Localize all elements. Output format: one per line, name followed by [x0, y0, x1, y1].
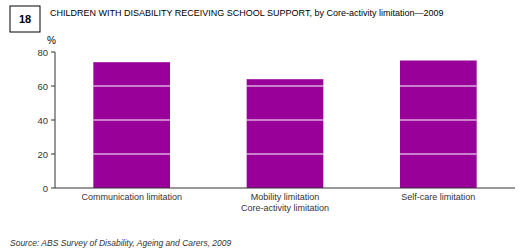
bar-segment-line	[247, 86, 324, 87]
chart-number: 18	[19, 13, 31, 25]
x-tick-label-line: Communication limitation	[81, 192, 182, 202]
bars	[93, 61, 476, 189]
chart: 18 Source: ABS Survey of Disability, Agei…	[0, 0, 529, 252]
x-tick-label-line: Mobility limitation	[251, 192, 320, 202]
y-tick	[51, 154, 55, 155]
x-axis-line	[55, 188, 515, 189]
y-tick-label: 20	[37, 149, 48, 160]
bar-segment-line	[247, 120, 324, 121]
bar-segment-line	[247, 154, 324, 155]
y-tick-label: 40	[37, 115, 48, 126]
bar	[400, 61, 477, 189]
x-tick-label: Communication limitation	[81, 192, 182, 202]
y-tick	[51, 120, 55, 121]
x-tick-label: Mobility limitationCore-activity limitat…	[241, 192, 329, 213]
bar-segment-line	[400, 154, 477, 155]
y-axis-label: %	[47, 35, 56, 46]
bar-segment-line	[93, 86, 170, 87]
x-tick-label: Self-care limitation	[401, 192, 475, 202]
y-axis-line	[55, 52, 56, 188]
bar-segment-line	[93, 154, 170, 155]
bar	[93, 62, 170, 188]
y-tick	[51, 52, 55, 53]
bar-segment-line	[400, 86, 477, 87]
x-tick-label-line: Core-activity limitation	[241, 203, 329, 213]
bar-segment-line	[400, 120, 477, 121]
title: CHILDREN WITH DISABILITY RECEIVING SCHOO…	[50, 8, 443, 18]
source: Source: ABS Survey of Disability, Ageing…	[10, 238, 232, 248]
y-tick-label: 80	[37, 47, 48, 58]
y-tick-label: 0	[43, 183, 48, 194]
bar	[247, 79, 324, 188]
y-tick-label: 60	[37, 81, 48, 92]
y-tick	[51, 86, 55, 87]
y-tick	[51, 188, 55, 189]
background	[0, 0, 529, 252]
chart-number-box	[10, 6, 40, 32]
x-tick-label-line: Self-care limitation	[401, 192, 475, 202]
bar-segment-line	[93, 120, 170, 121]
